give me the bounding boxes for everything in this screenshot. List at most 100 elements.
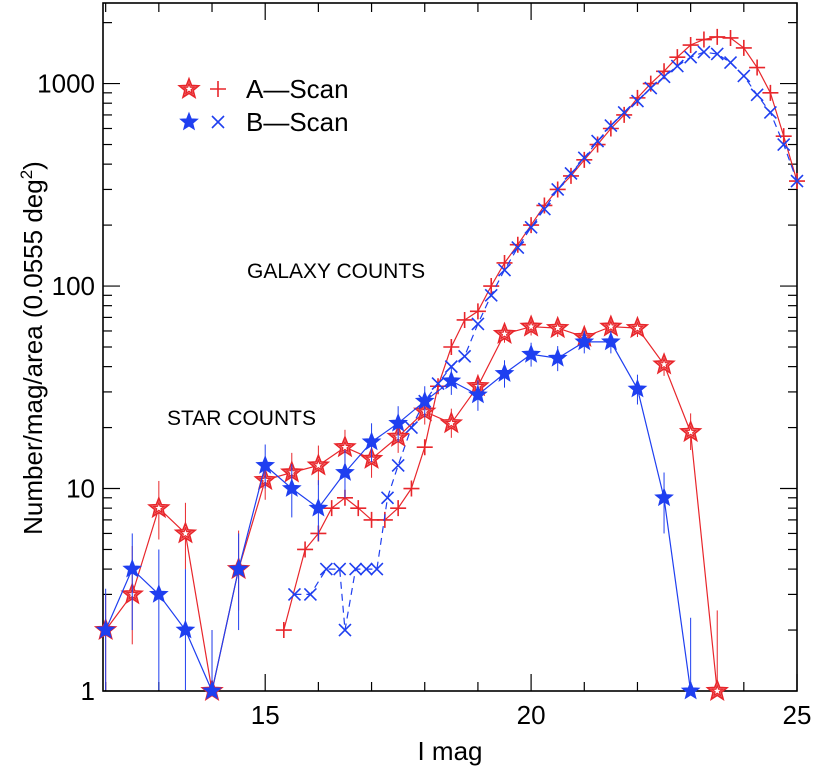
series-b-scan-stars (95, 330, 701, 700)
open-star-inner (683, 424, 698, 439)
open-star-inner (550, 320, 565, 335)
y-axis-label-superscript: 2 (17, 170, 36, 179)
data-point (173, 521, 198, 544)
data-point (323, 500, 340, 517)
data-point (95, 619, 116, 639)
data-point (576, 151, 593, 168)
data-point (737, 69, 751, 83)
legend-label-a-scan: A—Scan (246, 74, 349, 104)
series-b-scan-galaxies (287, 45, 804, 637)
data-point (710, 47, 724, 61)
data-point (617, 105, 631, 120)
data-point (388, 412, 409, 432)
x-tick-label: 20 (517, 700, 546, 730)
open-star-inner (444, 415, 459, 430)
data-point (484, 288, 498, 302)
data-point (684, 50, 698, 64)
data-point (722, 29, 739, 46)
data-point (735, 39, 752, 56)
data-point (361, 431, 382, 451)
data-point (551, 182, 565, 197)
legend-a-scan-plus-icon (210, 81, 226, 97)
data-point (564, 166, 578, 180)
y-axis-label-end: ) (18, 161, 48, 170)
open-star-inner (603, 319, 618, 333)
data-point (616, 106, 633, 123)
data-point (652, 352, 676, 375)
data-point (644, 81, 658, 95)
open-star-inner (311, 458, 326, 472)
data-point (319, 562, 333, 576)
data-point (629, 89, 646, 106)
series-line (105, 326, 718, 692)
data-point (255, 455, 276, 474)
data-point (275, 622, 292, 639)
data-point (536, 197, 553, 214)
data-point (303, 587, 317, 601)
data-point (749, 59, 766, 76)
data-point (577, 151, 591, 165)
data-point (439, 410, 464, 434)
data-point (509, 236, 526, 253)
data-point (333, 562, 347, 576)
data-point (537, 202, 551, 216)
open-star-outer (652, 352, 676, 375)
data-point (468, 384, 488, 404)
data-point (630, 94, 645, 108)
open-star-outer (519, 314, 543, 337)
data-point (589, 136, 606, 153)
y-tick-label: 100 (52, 271, 95, 301)
data-point (403, 480, 420, 497)
legend-a-scan-star-icon (177, 76, 201, 99)
open-star-outer (545, 315, 570, 339)
y-axis-ticks: 1 10 100 1000 (37, 22, 797, 706)
open-star-inner (524, 319, 539, 333)
data-point (414, 390, 435, 410)
x-axis-ticks: 15 20 25 (105, 3, 812, 730)
data-point (350, 500, 367, 517)
series-line (283, 36, 798, 631)
y-tick-label: 10 (66, 474, 95, 504)
legend-label-b-scan: B—Scan (246, 107, 349, 137)
data-point (625, 315, 650, 339)
data-point (547, 347, 568, 367)
data-point (390, 500, 407, 517)
data-point (359, 562, 373, 576)
y-tick-label: 1000 (37, 69, 95, 99)
data-point (281, 478, 302, 497)
data-point (497, 263, 512, 277)
open-star-inner (657, 357, 672, 371)
galaxy-counts-annotation: GALAXY COUNTS (247, 260, 425, 283)
data-point (750, 88, 764, 102)
data-point (458, 349, 472, 363)
x-tick-label: 25 (783, 700, 812, 730)
data-point (678, 419, 703, 443)
data-point (669, 49, 686, 66)
open-star-inner (151, 500, 166, 515)
series-line (294, 51, 798, 631)
open-star-outer (705, 678, 729, 701)
data-point (469, 303, 486, 320)
data-point (391, 458, 405, 473)
data-point (697, 45, 711, 59)
series-a-scan-galaxies (275, 28, 805, 639)
open-star-outer (177, 76, 201, 99)
open-star-outer (625, 315, 650, 339)
open-star-inner (630, 320, 645, 335)
open-star-inner (497, 326, 512, 340)
data-point (349, 562, 363, 576)
data-point (202, 680, 222, 700)
data-point (763, 105, 777, 120)
data-point (122, 558, 143, 578)
star-counts-annotation: STAR COUNTS (167, 407, 316, 430)
y-axis-label-main: Number/mag/area (0.0555 deg (18, 179, 48, 535)
data-point (496, 254, 513, 271)
data-point (602, 120, 619, 137)
data-point (627, 378, 648, 398)
open-star-outer (492, 321, 517, 344)
data-point (306, 453, 331, 476)
data-point (562, 167, 579, 184)
data-point (335, 462, 355, 481)
y-axis-label: Number/mag/area (0.0555 deg2) (17, 161, 48, 535)
